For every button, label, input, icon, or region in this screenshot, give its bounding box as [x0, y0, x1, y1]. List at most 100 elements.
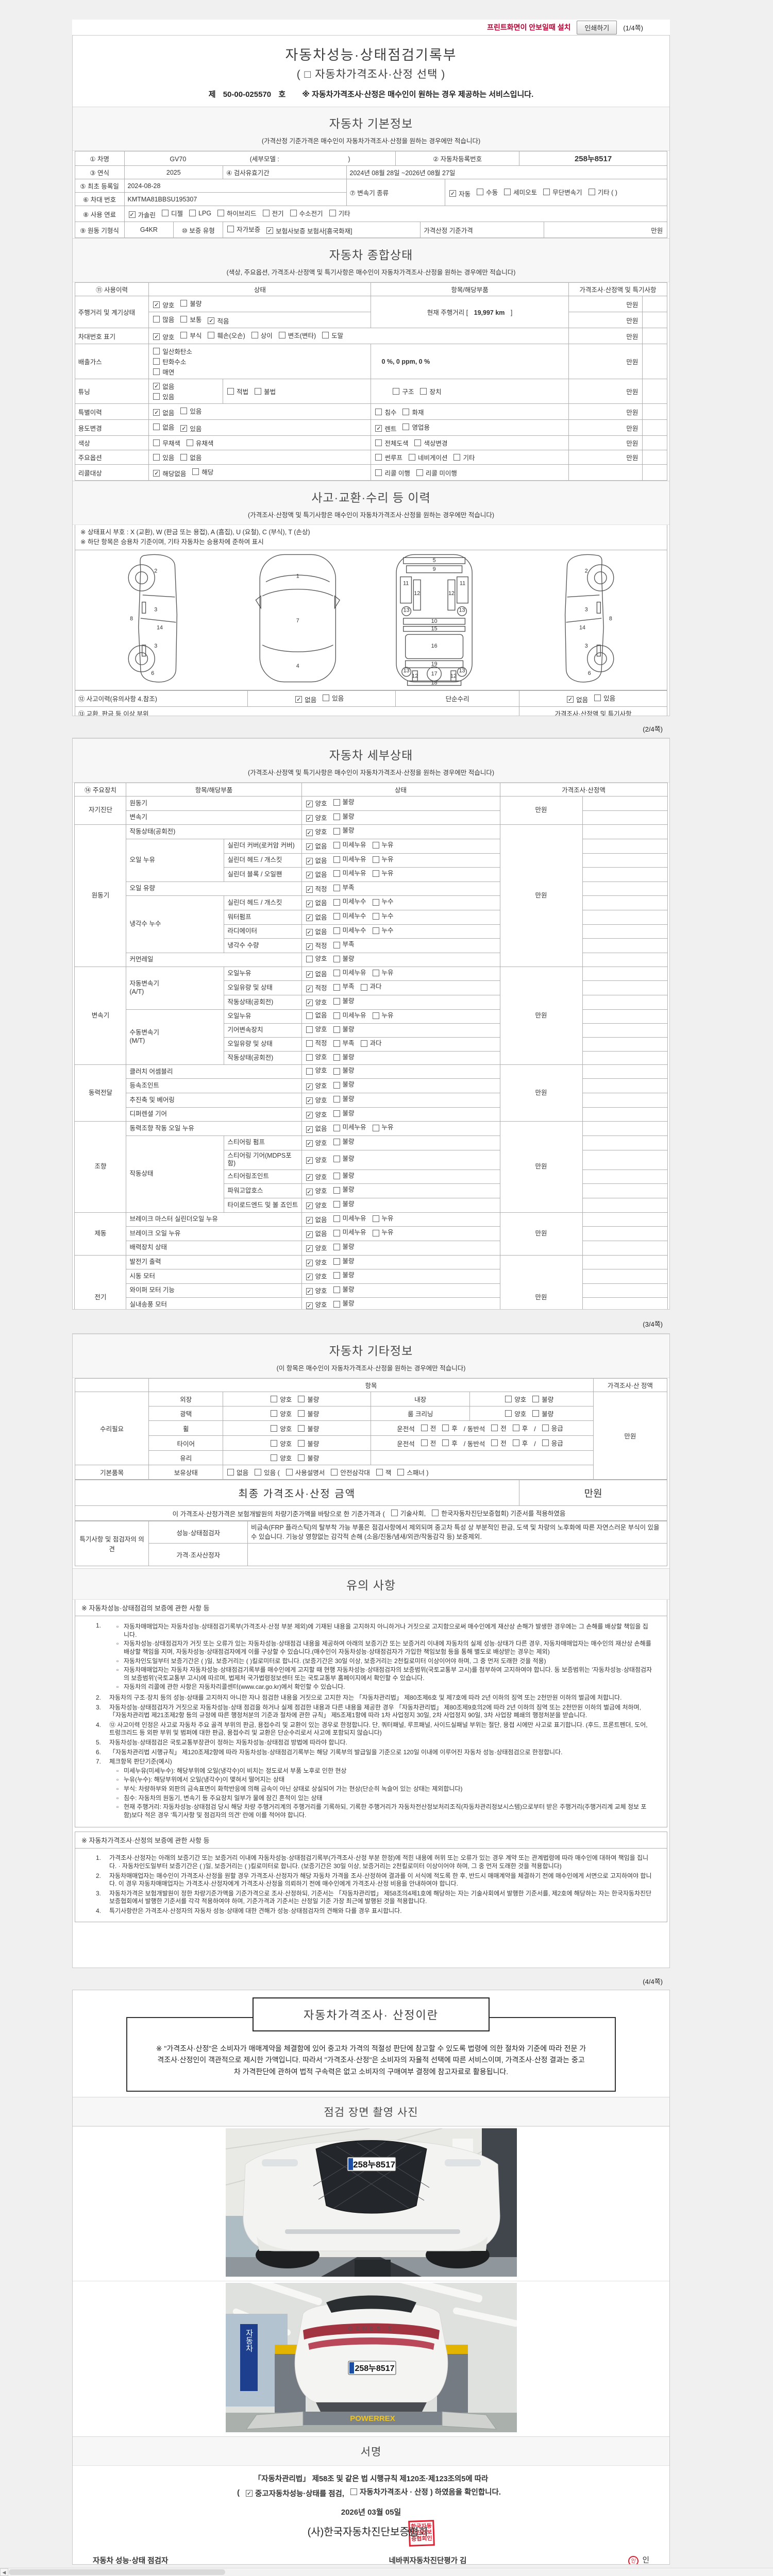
checkbox-option[interactable]: 유채색: [186, 438, 213, 448]
checkbox-option[interactable]: 색상변경: [414, 438, 447, 448]
checkbox[interactable]: [542, 1425, 549, 1431]
print-button[interactable]: 인쇄하기: [577, 20, 617, 35]
checkbox[interactable]: [333, 1272, 340, 1279]
checkbox[interactable]: [333, 1300, 340, 1308]
checkbox[interactable]: [306, 956, 313, 963]
checkbox-option[interactable]: 불량: [298, 1409, 319, 1418]
checkbox[interactable]: [333, 970, 340, 977]
checkbox-option[interactable]: 영업용: [402, 422, 430, 432]
checkbox[interactable]: ✓: [306, 1288, 313, 1295]
checkbox-option[interactable]: 전: [421, 1423, 436, 1433]
checkbox-option[interactable]: ✓ 가솔린: [128, 210, 156, 219]
scroll-thumb[interactable]: [9, 2569, 225, 2575]
checkbox-option[interactable]: 불량: [333, 1186, 355, 1194]
scroll-left-arrow[interactable]: ◀: [0, 2568, 8, 2576]
checkbox-option[interactable]: ✓ 양호: [306, 1301, 327, 1309]
checkbox[interactable]: ✓: [306, 1174, 313, 1181]
checkbox[interactable]: [542, 1439, 549, 1446]
checkbox[interactable]: ✓: [306, 914, 313, 922]
checkbox-option[interactable]: 무채색: [153, 438, 180, 448]
checkbox-option[interactable]: 해당: [192, 467, 213, 477]
checkbox[interactable]: [391, 1510, 398, 1516]
checkbox[interactable]: [333, 913, 340, 920]
checkbox-option[interactable]: 미세누유: [333, 1215, 366, 1223]
checkbox[interactable]: [372, 1124, 379, 1131]
checkbox-option[interactable]: 많음: [153, 314, 174, 324]
checkbox[interactable]: [333, 1110, 340, 1117]
checkbox[interactable]: [271, 1410, 278, 1417]
checkbox[interactable]: ✓: [306, 971, 313, 978]
checkbox[interactable]: [271, 1396, 278, 1402]
checkbox[interactable]: ✓: [153, 383, 160, 389]
checkbox-option[interactable]: 응급: [542, 1423, 563, 1433]
checkbox[interactable]: [251, 332, 258, 338]
checkbox[interactable]: ✓: [306, 999, 313, 1007]
checkbox[interactable]: [298, 1439, 305, 1447]
checkbox[interactable]: [421, 1425, 428, 1431]
checkbox-option[interactable]: 일산화탄소: [153, 346, 362, 356]
checkbox-option[interactable]: 기타: [329, 208, 350, 218]
checkbox[interactable]: [333, 1244, 340, 1251]
checkbox[interactable]: [333, 1286, 340, 1294]
checkbox-option[interactable]: 매연: [153, 367, 362, 377]
checkbox[interactable]: [298, 1396, 305, 1402]
checkbox[interactable]: ✓: [306, 900, 313, 907]
checkbox-option[interactable]: ✓ 없음: [306, 1230, 327, 1239]
checkbox-option[interactable]: ✓ 양호: [306, 1174, 327, 1182]
checkbox-option[interactable]: ✓ 없음: [306, 857, 327, 866]
checkbox-option[interactable]: 장치: [420, 386, 441, 396]
checkbox-option[interactable]: 불량: [298, 1394, 319, 1404]
checkbox-option[interactable]: 후: [442, 1438, 458, 1448]
checkbox-option[interactable]: 누유: [372, 870, 394, 878]
checkbox-option[interactable]: ✓ 렌트: [375, 423, 396, 433]
checkbox-option[interactable]: ✓ 없음: [306, 971, 327, 979]
checkbox[interactable]: ✓: [306, 815, 313, 822]
checkbox[interactable]: [180, 454, 188, 461]
checkbox[interactable]: [285, 1469, 293, 1476]
checkbox[interactable]: [153, 393, 160, 400]
checkbox[interactable]: [375, 439, 382, 446]
checkbox[interactable]: [255, 388, 262, 395]
checkbox-option[interactable]: 구조: [393, 386, 414, 396]
checkbox[interactable]: [442, 1425, 449, 1431]
checkbox[interactable]: ✓: [153, 409, 160, 416]
checkbox-option[interactable]: 미세누유: [333, 1229, 366, 1237]
checkbox[interactable]: [333, 984, 340, 991]
checkbox[interactable]: [153, 316, 160, 323]
checkbox-option[interactable]: 없음: [153, 422, 174, 432]
checkbox-option[interactable]: 미세누유: [333, 870, 366, 878]
checkbox-option[interactable]: 불량: [333, 955, 355, 963]
checkbox-option[interactable]: 양호: [306, 955, 327, 963]
checkbox[interactable]: ✓: [306, 1302, 313, 1309]
checkbox-option[interactable]: 누유: [372, 841, 394, 850]
checkbox[interactable]: [477, 188, 484, 195]
checkbox[interactable]: [333, 1096, 340, 1103]
checkbox[interactable]: [372, 1012, 379, 1019]
checkbox-option[interactable]: 없음: [227, 1467, 248, 1477]
checkbox-option[interactable]: 후: [512, 1438, 528, 1448]
checkbox-option[interactable]: 하이브리드: [217, 208, 257, 218]
checkbox-option[interactable]: ✓ 양호: [306, 1188, 327, 1196]
checkbox[interactable]: ✓: [306, 1083, 313, 1090]
checkbox-option[interactable]: ✓ 있음: [180, 423, 201, 433]
checkbox-option[interactable]: 없음: [180, 452, 201, 462]
checkbox[interactable]: ✓: [306, 872, 313, 879]
checkbox[interactable]: [594, 694, 601, 701]
checkbox-option[interactable]: ✓ 적정: [306, 985, 327, 993]
checkbox[interactable]: [186, 439, 193, 446]
checkbox[interactable]: [333, 1012, 340, 1019]
checkbox-option[interactable]: 미세누유: [333, 969, 366, 977]
checkbox[interactable]: [306, 1067, 313, 1075]
checkbox[interactable]: [372, 1215, 379, 1222]
checkbox[interactable]: [306, 1054, 313, 1061]
checkbox-option[interactable]: 없음: [306, 1012, 327, 1020]
checkbox[interactable]: [375, 454, 382, 461]
checkbox[interactable]: [306, 1026, 313, 1033]
checkbox[interactable]: [512, 1439, 519, 1446]
checkbox[interactable]: [408, 454, 415, 461]
checkbox[interactable]: [153, 454, 160, 461]
checkbox[interactable]: [416, 469, 423, 476]
checkbox[interactable]: [298, 1425, 305, 1432]
checkbox-option[interactable]: 잭: [376, 1467, 391, 1477]
checkbox-option[interactable]: ✓ 양호: [306, 1097, 327, 1105]
